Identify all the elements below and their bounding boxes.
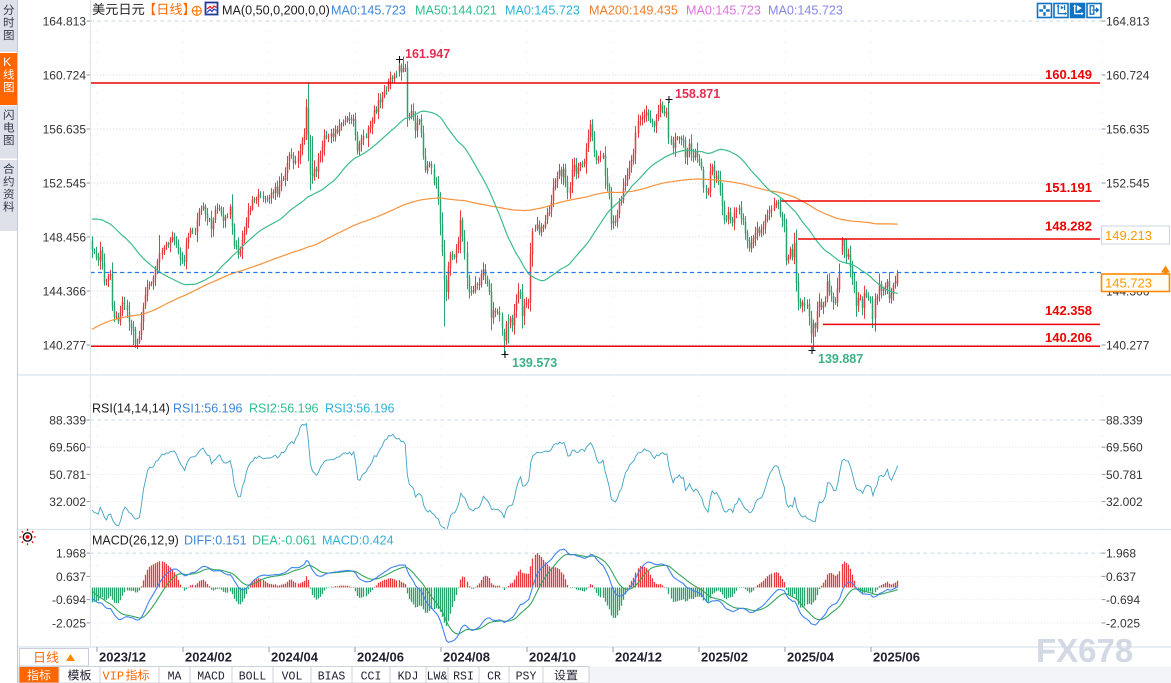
svg-text:32.002: 32.002 xyxy=(49,495,86,509)
svg-text:69.560: 69.560 xyxy=(1106,441,1143,455)
svg-text:2024/10: 2024/10 xyxy=(529,650,576,665)
svg-text:160.724: 160.724 xyxy=(43,69,87,83)
svg-text:BIAS: BIAS xyxy=(318,671,346,683)
svg-text:2024/12: 2024/12 xyxy=(615,650,662,665)
svg-text:88.339: 88.339 xyxy=(1106,414,1143,428)
svg-text:152.545: 152.545 xyxy=(1106,177,1150,191)
svg-text:2025/04: 2025/04 xyxy=(787,650,835,665)
svg-text:PSY: PSY xyxy=(516,671,537,683)
svg-text:MA0:145.723: MA0:145.723 xyxy=(768,4,843,18)
svg-text:2024/02: 2024/02 xyxy=(185,650,232,665)
svg-text:50.781: 50.781 xyxy=(1106,468,1143,482)
svg-text:88.339: 88.339 xyxy=(49,414,86,428)
svg-text:RSI3:56.196: RSI3:56.196 xyxy=(325,402,395,416)
svg-text:MA200:149.435: MA200:149.435 xyxy=(589,4,678,18)
svg-text:VOL: VOL xyxy=(282,671,303,683)
svg-text:MA(0,50,0,200,0,0): MA(0,50,0,200,0,0) xyxy=(222,4,330,18)
svg-text:2024/06: 2024/06 xyxy=(357,650,404,665)
svg-text:50.781: 50.781 xyxy=(49,468,86,482)
svg-text:RSI: RSI xyxy=(453,671,474,683)
svg-text:-0.694: -0.694 xyxy=(1106,593,1140,607)
svg-text:148.456: 148.456 xyxy=(43,231,87,245)
svg-text:2025/02: 2025/02 xyxy=(701,650,748,665)
svg-text:69.560: 69.560 xyxy=(49,441,86,455)
svg-text:158.871: 158.871 xyxy=(675,87,720,101)
svg-text:RSI2:56.196: RSI2:56.196 xyxy=(249,402,319,416)
svg-text:-0.694: -0.694 xyxy=(52,593,86,607)
svg-text:MA: MA xyxy=(168,671,182,683)
svg-text:K: K xyxy=(3,55,12,69)
svg-text:BOLL: BOLL xyxy=(239,671,267,683)
svg-text:MA0:145.723: MA0:145.723 xyxy=(686,4,761,18)
svg-text:KDJ: KDJ xyxy=(398,671,419,683)
svg-text:DEA:-0.061: DEA:-0.061 xyxy=(252,534,317,548)
svg-text:CCI: CCI xyxy=(361,671,382,683)
svg-text:145.723: 145.723 xyxy=(1105,276,1152,291)
svg-text:MA0:145.723: MA0:145.723 xyxy=(505,4,580,18)
svg-text:RSI(14,14,14): RSI(14,14,14) xyxy=(92,402,170,416)
svg-text:0.637: 0.637 xyxy=(1106,570,1136,584)
svg-text:160.724: 160.724 xyxy=(1106,69,1150,83)
svg-text:DIFF:0.151: DIFF:0.151 xyxy=(184,534,247,548)
svg-text:2023/12: 2023/12 xyxy=(99,650,146,665)
svg-text:1.968: 1.968 xyxy=(56,547,86,561)
svg-text:CR: CR xyxy=(487,671,501,683)
svg-text:-2.025: -2.025 xyxy=(1106,616,1140,630)
svg-text:142.358: 142.358 xyxy=(1045,303,1092,318)
svg-text:164.813: 164.813 xyxy=(43,15,87,29)
svg-text:140.206: 140.206 xyxy=(1045,330,1092,345)
svg-text:MACD: MACD xyxy=(197,671,225,683)
svg-text:140.277: 140.277 xyxy=(1106,339,1150,353)
svg-text:FX678: FX678 xyxy=(1036,632,1133,669)
svg-text:161.947: 161.947 xyxy=(405,47,450,61)
svg-text:151.191: 151.191 xyxy=(1045,180,1092,195)
svg-text:VIP: VIP xyxy=(103,670,125,683)
svg-text:2025/06: 2025/06 xyxy=(873,650,920,665)
svg-text:2024/04: 2024/04 xyxy=(271,650,319,665)
svg-text:139.573: 139.573 xyxy=(512,356,557,370)
svg-text:164.813: 164.813 xyxy=(1106,15,1150,29)
svg-text:0.637: 0.637 xyxy=(56,570,86,584)
svg-text:RSI1:56.196: RSI1:56.196 xyxy=(173,402,243,416)
svg-text:156.635: 156.635 xyxy=(1106,123,1150,137)
svg-text:MA50:144.021: MA50:144.021 xyxy=(415,4,497,18)
svg-text:148.282: 148.282 xyxy=(1045,219,1092,234)
svg-text:139.887: 139.887 xyxy=(818,352,863,366)
svg-text:LW&: LW& xyxy=(427,671,448,683)
svg-text:MA0:145.723: MA0:145.723 xyxy=(331,4,406,18)
svg-text:MACD:0.424: MACD:0.424 xyxy=(322,534,394,548)
svg-text:32.002: 32.002 xyxy=(1106,495,1143,509)
svg-text:160.149: 160.149 xyxy=(1045,67,1092,82)
svg-text:152.545: 152.545 xyxy=(43,177,87,191)
svg-text:156.635: 156.635 xyxy=(43,123,87,137)
svg-text:2024/08: 2024/08 xyxy=(443,650,490,665)
svg-text:144.366: 144.366 xyxy=(43,285,87,299)
svg-text:-2.025: -2.025 xyxy=(52,616,86,630)
svg-text:MACD(26,12,9): MACD(26,12,9) xyxy=(92,534,179,548)
svg-text:1.968: 1.968 xyxy=(1106,547,1136,561)
svg-text:149.213: 149.213 xyxy=(1105,228,1152,243)
svg-text:140.277: 140.277 xyxy=(43,339,87,353)
